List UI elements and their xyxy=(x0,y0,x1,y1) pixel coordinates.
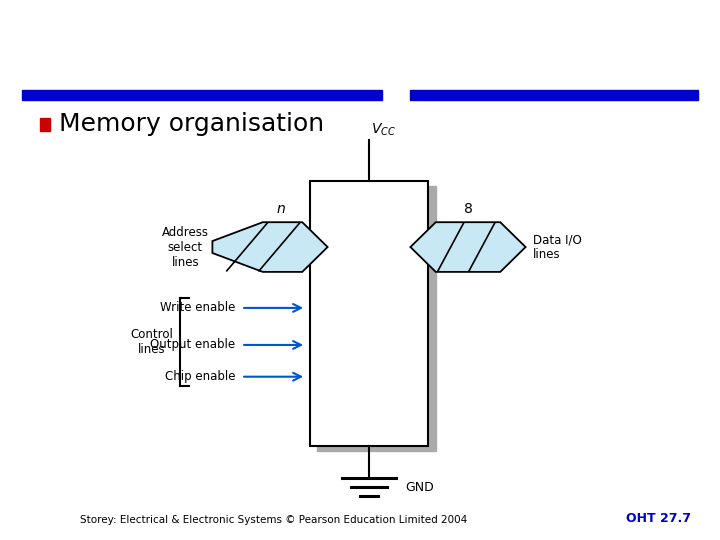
Text: Address
select
lines: Address select lines xyxy=(162,226,209,268)
Bar xyxy=(410,90,698,100)
Text: Write enable: Write enable xyxy=(160,301,235,314)
Text: 8: 8 xyxy=(464,202,472,215)
Polygon shape xyxy=(410,222,526,272)
Bar xyxy=(40,118,50,131)
Polygon shape xyxy=(212,222,328,272)
Text: Output enable: Output enable xyxy=(150,339,235,352)
Bar xyxy=(22,90,382,100)
Text: Memory organisation: Memory organisation xyxy=(59,112,324,136)
Text: OHT 27.7: OHT 27.7 xyxy=(626,512,691,525)
Text: GND: GND xyxy=(405,481,433,494)
Bar xyxy=(317,186,436,451)
Bar xyxy=(310,181,428,446)
Text: $n$: $n$ xyxy=(276,202,286,215)
Text: $V_{CC}$: $V_{CC}$ xyxy=(371,122,396,138)
Text: Control
lines: Control lines xyxy=(130,328,173,356)
Text: Data I/O
lines: Data I/O lines xyxy=(533,233,582,261)
Text: Storey: Electrical & Electronic Systems © Pearson Education Limited 2004: Storey: Electrical & Electronic Systems … xyxy=(80,515,467,525)
Text: Chip enable: Chip enable xyxy=(165,370,235,383)
